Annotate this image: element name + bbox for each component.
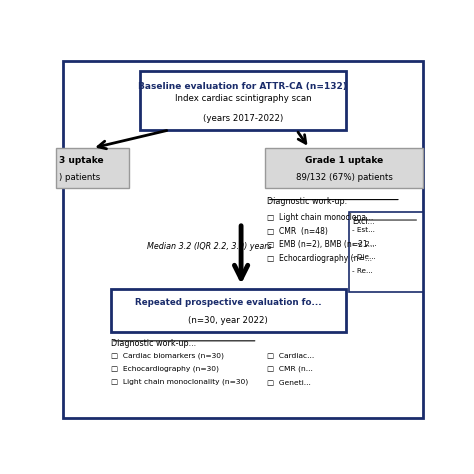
Text: - < 2...: - < 2...: [352, 241, 377, 247]
Text: 89/132 (67%) patients: 89/132 (67%) patients: [295, 173, 392, 182]
FancyBboxPatch shape: [55, 148, 129, 188]
Text: Index cardiac scintigraphy scan: Index cardiac scintigraphy scan: [174, 94, 311, 103]
Text: □  Geneti...: □ Geneti...: [267, 379, 310, 385]
Text: Diagnostic work-up:: Diagnostic work-up:: [267, 197, 347, 206]
Text: (years 2017-2022): (years 2017-2022): [203, 114, 283, 123]
Text: □  Light chain monoclonality (n=30): □ Light chain monoclonality (n=30): [110, 379, 248, 385]
Text: Grade 1 uptake: Grade 1 uptake: [305, 156, 383, 165]
Text: - Re...: - Re...: [352, 268, 373, 274]
Text: (n=30, year 2022): (n=30, year 2022): [188, 316, 268, 325]
FancyBboxPatch shape: [349, 212, 423, 292]
FancyBboxPatch shape: [63, 61, 423, 418]
FancyBboxPatch shape: [140, 72, 346, 130]
Text: Repeated prospective evaluation fo...: Repeated prospective evaluation fo...: [135, 298, 321, 307]
Text: ) patients: ) patients: [59, 173, 100, 182]
Text: □  Cardiac...: □ Cardiac...: [267, 353, 314, 358]
Text: □  Light chain monoclona...: □ Light chain monoclona...: [267, 213, 373, 222]
Text: Median 3.2 (IQR 2.2, 3.9) years: Median 3.2 (IQR 2.2, 3.9) years: [147, 242, 272, 251]
Text: □  CMR (n...: □ CMR (n...: [267, 365, 313, 372]
Text: Excl...: Excl...: [352, 218, 374, 227]
Text: - Est...: - Est...: [352, 228, 375, 233]
Text: - Die...: - Die...: [352, 255, 376, 260]
Text: □  Echocardiography (n=30): □ Echocardiography (n=30): [110, 365, 219, 372]
Text: 3 uptake: 3 uptake: [59, 156, 104, 165]
Text: □  CMR  (n=48): □ CMR (n=48): [267, 227, 328, 236]
Text: □  Echocardiography (n=...: □ Echocardiography (n=...: [267, 255, 372, 264]
Text: Baseline evaluation for ATTR-CA (n=132): Baseline evaluation for ATTR-CA (n=132): [138, 82, 347, 91]
FancyBboxPatch shape: [110, 289, 346, 332]
Text: □  Cardiac biomarkers (n=30): □ Cardiac biomarkers (n=30): [110, 353, 224, 359]
Text: Diagnostic work-up...: Diagnostic work-up...: [110, 338, 196, 347]
FancyBboxPatch shape: [265, 148, 423, 188]
Text: □  EMB (n=2), BMB (n=21...: □ EMB (n=2), BMB (n=21...: [267, 240, 374, 249]
